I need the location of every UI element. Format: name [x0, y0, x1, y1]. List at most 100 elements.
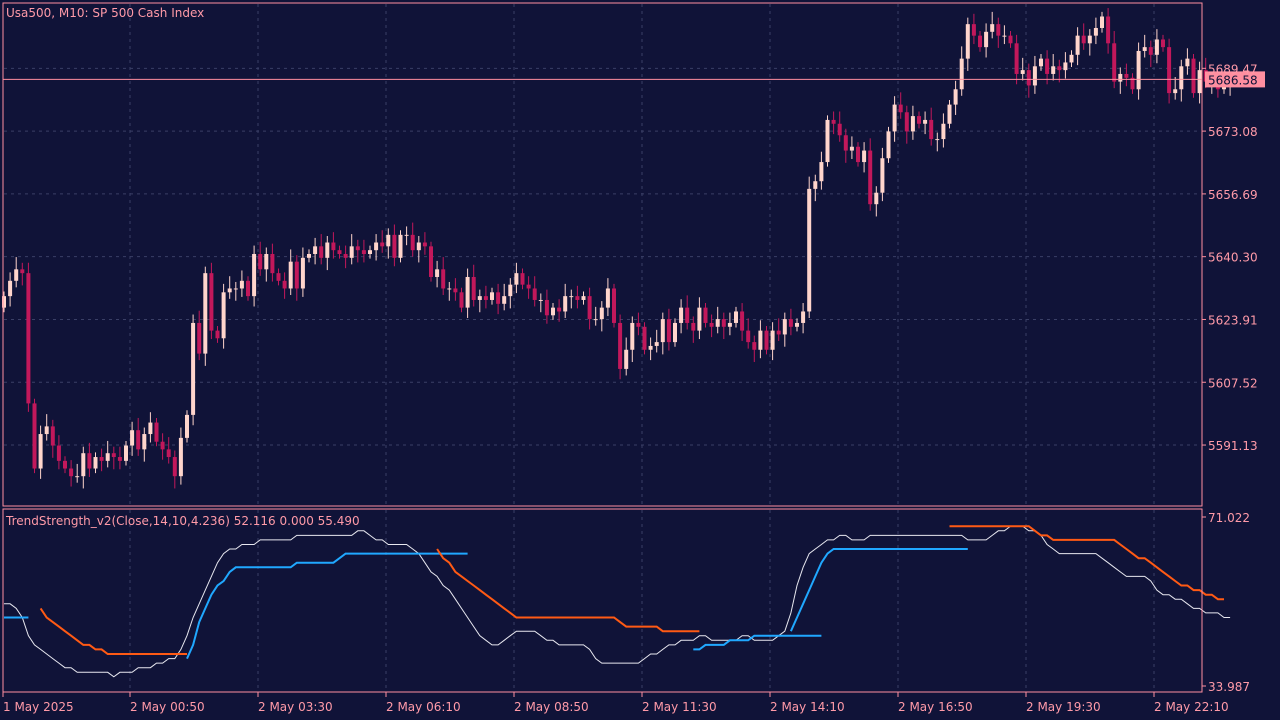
candle [996, 17, 1001, 48]
candle [1161, 34, 1165, 52]
candle [856, 142, 860, 167]
candle-body [782, 319, 787, 335]
candle-body [386, 234, 391, 247]
candle [709, 314, 714, 338]
chart-title: Usa500, M10: SP 500 Cash Index [6, 6, 204, 20]
candle-body [239, 280, 244, 289]
candle-body [44, 426, 49, 435]
candle [392, 224, 397, 267]
candle-body [355, 246, 360, 251]
candle [325, 235, 330, 271]
candle-body [1185, 58, 1190, 67]
candle-body [26, 273, 31, 404]
candle-body [136, 430, 141, 450]
candle-body [1008, 35, 1013, 44]
candle [270, 243, 275, 282]
candle-body [142, 434, 147, 450]
candle-body [776, 330, 781, 335]
candle [904, 105, 909, 144]
candle [160, 433, 165, 460]
candle [1130, 73, 1135, 94]
candle-body [252, 254, 257, 297]
candle-body [130, 430, 135, 446]
candle [142, 427, 147, 462]
candle [654, 329, 659, 353]
candle [563, 283, 568, 318]
candle [971, 13, 976, 45]
candle [410, 222, 415, 257]
candle [1118, 67, 1123, 94]
candle [1020, 57, 1025, 81]
candle-body [971, 24, 976, 36]
candle [343, 245, 348, 269]
down-trend-line [949, 525, 1224, 601]
candle [1032, 55, 1037, 94]
candle [490, 287, 494, 305]
candle-body [532, 288, 537, 300]
candle-body [178, 437, 183, 477]
candle-body [416, 242, 421, 251]
candle [1075, 27, 1080, 66]
candle [124, 440, 128, 466]
candle-body [935, 139, 940, 141]
indicator-title: TrendStrength_v2(Close,14,10,4.236) 52.1… [5, 514, 360, 528]
candle-body [856, 146, 860, 163]
candle-body [380, 242, 385, 247]
candle [758, 320, 763, 359]
candle [38, 425, 43, 479]
candle-body [965, 24, 970, 59]
candle-body [837, 123, 842, 136]
candle-body [63, 460, 67, 469]
candle [111, 446, 116, 470]
candle [1100, 11, 1104, 33]
candle-body [886, 131, 891, 159]
candle-body [398, 234, 403, 258]
current-price-label: 5686.58 [1208, 73, 1258, 87]
candle [624, 337, 629, 376]
candle-body [1093, 27, 1098, 36]
candle [459, 287, 464, 313]
candle [288, 249, 293, 295]
candle [496, 283, 501, 315]
candle [477, 289, 482, 313]
candle [782, 312, 787, 347]
candle-body [764, 330, 769, 350]
candle [20, 262, 25, 286]
candle-body [1100, 16, 1104, 28]
candle [673, 318, 677, 347]
candle-body [14, 269, 19, 281]
candle [801, 303, 806, 334]
candle [69, 460, 74, 487]
candle [618, 314, 623, 380]
candle-body [331, 242, 336, 251]
candle-body [874, 192, 879, 205]
candle-body [294, 261, 299, 289]
candle [569, 289, 574, 309]
candle-body [1106, 16, 1111, 44]
candle-body [215, 330, 220, 339]
candle-body [715, 319, 720, 327]
time-tick-label: 2 May 00:50 [130, 700, 205, 714]
candle-body [2, 296, 6, 308]
candle [136, 417, 141, 456]
candle [1057, 59, 1062, 83]
candle [1191, 54, 1196, 98]
candle-body [941, 123, 946, 140]
candle-body [868, 150, 873, 205]
candle [191, 314, 196, 426]
candle-body [1020, 70, 1025, 74]
time-tick-label: 2 May 03:30 [258, 700, 333, 714]
candle [819, 151, 824, 190]
candle [825, 115, 830, 167]
candle [313, 237, 318, 265]
candle [8, 272, 13, 307]
candle [233, 281, 238, 301]
candle [398, 230, 403, 263]
candle-body [1014, 43, 1019, 74]
candle-body [325, 242, 330, 258]
candle [898, 92, 903, 119]
candle [935, 132, 940, 152]
candle-body [1191, 58, 1196, 94]
candle-body [801, 311, 806, 323]
